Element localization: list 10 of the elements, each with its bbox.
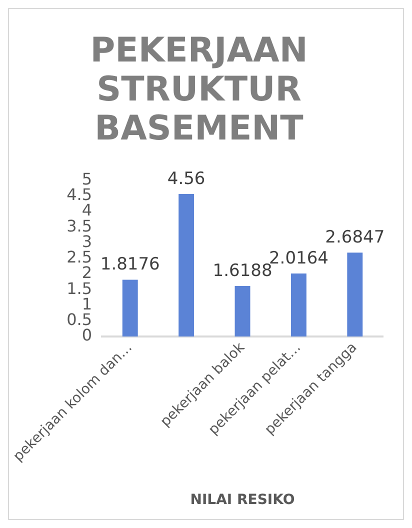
bar [178, 194, 194, 337]
bar [122, 280, 138, 337]
data-label: 2.6847 [325, 228, 385, 248]
data-label: 1.8176 [100, 254, 160, 275]
x-axis-title: NILAI RESIKO [190, 492, 295, 508]
bar [290, 274, 306, 337]
bar [234, 286, 250, 337]
chart-title: PEKERJAAN STRUKTUR BASEMENT [90, 30, 308, 149]
data-label: 4.56 [167, 168, 206, 189]
bar [347, 252, 363, 337]
